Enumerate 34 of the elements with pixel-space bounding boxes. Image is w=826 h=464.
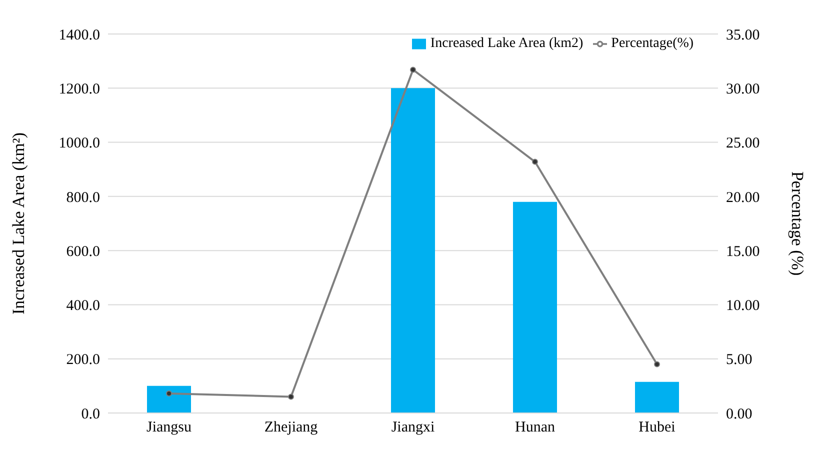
y2-tick-label: 30.00	[726, 81, 760, 98]
point	[288, 394, 294, 400]
y2-tick-label: 5.00	[726, 352, 752, 368]
y-tick-label: 1000.0	[58, 136, 100, 152]
y-tick-label: 800.0	[66, 190, 100, 206]
legend-label: Percentage(%)	[611, 36, 694, 51]
y-axis-title: Increased Lake Area (km²)	[9, 132, 28, 315]
point	[410, 66, 416, 73]
point	[532, 158, 538, 165]
y2-tick-label: 35.00	[726, 27, 760, 44]
x-tick-label: Jiangsu	[146, 420, 192, 436]
y2-tick-label: 20.00	[726, 190, 760, 206]
bar	[391, 88, 435, 413]
y2-axis-title: Percentage (%)	[788, 171, 807, 276]
y2-tick-label: 10.00	[726, 298, 760, 314]
y-tick-label: 0.0	[81, 406, 100, 422]
y2-tick-label: 0.00	[726, 406, 752, 422]
bar	[635, 382, 679, 413]
legend-label: Increased Lake Area (km2)	[430, 36, 584, 51]
y2-tick-label: 15.00	[726, 244, 760, 260]
point	[654, 361, 660, 368]
point	[166, 390, 172, 397]
x-tick-label: Hunan	[515, 420, 556, 436]
x-tick-label: Zhejiang	[264, 420, 318, 436]
x-tick-label: Jiangxi	[391, 420, 435, 436]
y2-tick-label: 25.00	[726, 136, 760, 152]
y-tick-label: 200.0	[66, 352, 100, 368]
y-tick-label: 600.0	[66, 244, 100, 260]
y-tick-label: 1200.0	[58, 81, 100, 98]
bar	[147, 386, 191, 413]
x-tick-label: Hubei	[638, 420, 676, 436]
bar	[513, 202, 557, 413]
y-tick-label: 1400.0	[58, 27, 100, 44]
y-tick-label: 400.0	[66, 298, 100, 314]
